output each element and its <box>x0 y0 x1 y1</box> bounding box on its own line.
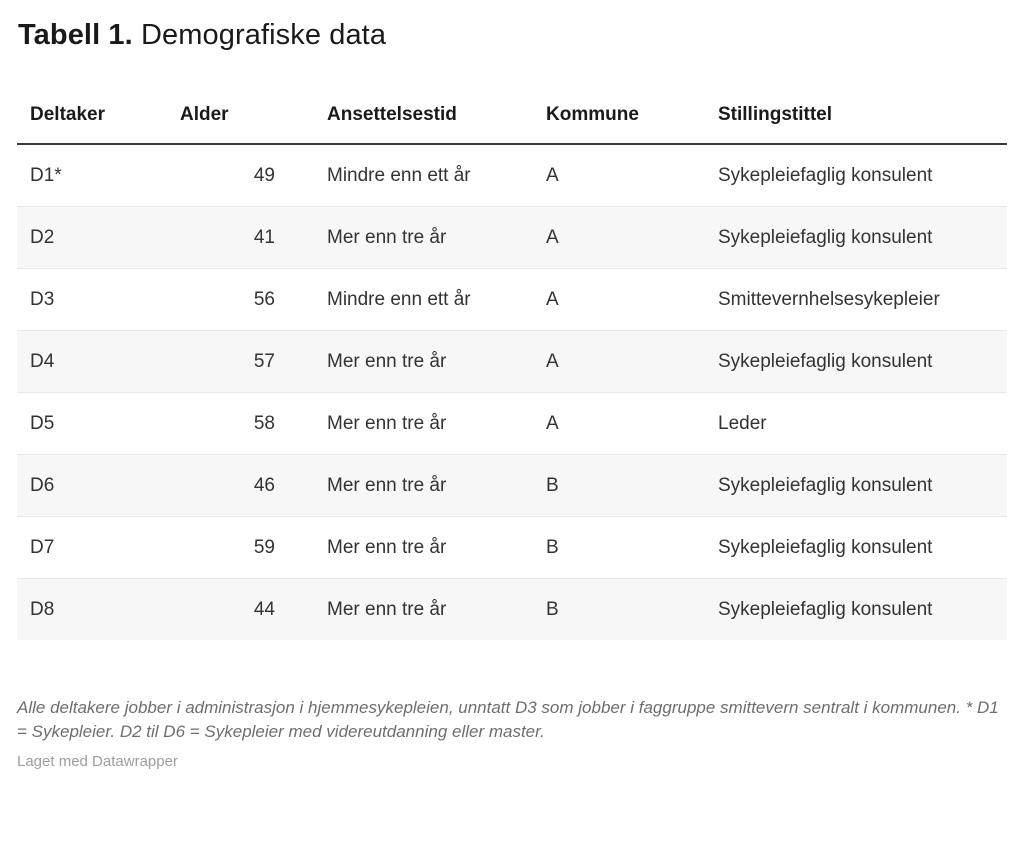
cell-kommune: A <box>533 206 705 269</box>
cell-kommune: B <box>533 454 705 517</box>
table-row-d7: D7 59 Mer enn tre år B Sykepleiefaglig konsu… <box>17 516 1007 579</box>
cell-alder: 57 <box>167 330 314 393</box>
cell-kommune: A <box>533 143 705 207</box>
cell-stillingstittel: Leder <box>705 392 1007 455</box>
cell-ansettelsestid: Mer enn tre år <box>314 392 533 455</box>
cell-alder: 41 <box>167 206 314 269</box>
table-row-d1: D1* 49 Mindre enn ett år A Sykepleiefaglig k… <box>17 143 1007 207</box>
title-prefix: Tabell 1. <box>18 19 133 51</box>
cell-deltaker: D7 <box>17 516 167 579</box>
cell-alder: 59 <box>167 516 314 579</box>
cell-stillingstittel: Sykepleiefaglig konsulent <box>705 516 1007 579</box>
cell-deltaker: D3 <box>17 268 167 331</box>
cell-alder: 56 <box>167 268 314 331</box>
cell-stillingstittel: Sykepleiefaglig konsulent <box>705 578 1007 640</box>
table-row-d5: D5 58 Mer enn tre år A Leder <box>17 392 1007 455</box>
column-header-ansettelsestid: Ansettelsestid <box>314 94 533 145</box>
page-title: Tabell 1. Demografiske data <box>18 16 1007 54</box>
cell-deltaker: D2 <box>17 206 167 269</box>
cell-ansettelsestid: Mindre enn ett år <box>314 268 533 331</box>
title-text: Demografiske data <box>140 19 387 51</box>
table-body: D1* 49 Mindre enn ett år A Sykepleiefaglig k… <box>17 143 1007 640</box>
cell-stillingstittel: Sykepleiefaglig konsulent <box>705 143 1007 207</box>
cell-kommune: A <box>533 330 705 393</box>
column-header-stillingstittel: Stillingstittel <box>705 94 1007 145</box>
table-footnote: Alle deltakere jobber i administrasjon i… <box>17 698 999 741</box>
table-row-d2: D2 41 Mer enn tre år A Sykepleiefaglig konsu… <box>17 206 1007 269</box>
column-header-alder: Alder <box>167 94 314 145</box>
table-row-d6: D6 46 Mer enn tre år B Sykepleiefaglig konsu… <box>17 454 1007 517</box>
table-header-row: Deltaker Alder Ansettelsestid Kommune Stilli… <box>17 94 1007 145</box>
cell-ansettelsestid: Mer enn tre år <box>314 454 533 517</box>
column-header-kommune: Kommune <box>533 94 705 145</box>
column-header-deltaker: Deltaker <box>17 94 167 145</box>
cell-stillingstittel: Sykepleiefaglig konsulent <box>705 206 1007 269</box>
table-row-d8: D8 44 Mer enn tre år B Sykepleiefaglig konsu… <box>17 578 1007 640</box>
cell-kommune: A <box>533 268 705 331</box>
table-row-d3: D3 56 Mindre enn ett år A Smittevernhelsesyk… <box>17 268 1007 331</box>
cell-stillingstittel: Smittevernhelsesykepleier <box>705 268 1007 331</box>
cell-deltaker: D5 <box>17 392 167 455</box>
cell-stillingstittel: Sykepleiefaglig konsulent <box>705 454 1007 517</box>
cell-ansettelsestid: Mer enn tre år <box>314 330 533 393</box>
cell-ansettelsestid: Mindre enn ett år <box>314 143 533 207</box>
cell-ansettelsestid: Mer enn tre år <box>314 206 533 269</box>
cell-stillingstittel: Sykepleiefaglig konsulent <box>705 330 1007 393</box>
cell-deltaker: D4 <box>17 330 167 393</box>
cell-deltaker: D8 <box>17 578 167 640</box>
table-row-d4: D4 57 Mer enn tre år A Sykepleiefaglig konsu… <box>17 330 1007 393</box>
cell-kommune: A <box>533 392 705 455</box>
cell-deltaker: D1* <box>17 143 167 207</box>
cell-alder: 46 <box>167 454 314 517</box>
cell-kommune: B <box>533 578 705 640</box>
cell-alder: 44 <box>167 578 314 640</box>
table-header: Deltaker Alder Ansettelsestid Kommune Stilli… <box>17 94 1007 145</box>
demographics-table: Deltaker Alder Ansettelsestid Kommune Stilli… <box>17 94 1007 640</box>
cell-deltaker: D6 <box>17 454 167 517</box>
cell-ansettelsestid: Mer enn tre år <box>314 516 533 579</box>
datawrapper-table-page: { "title": { "prefix_bold": "Tabell 1.",… <box>0 16 1024 867</box>
cell-alder: 49 <box>167 143 314 207</box>
cell-kommune: B <box>533 516 705 579</box>
datawrapper-attribution-link[interactable]: Laget med Datawrapper <box>17 753 178 770</box>
cell-alder: 58 <box>167 392 314 455</box>
cell-ansettelsestid: Mer enn tre år <box>314 578 533 640</box>
attribution-line: Laget med Datawrapper <box>17 752 1007 772</box>
